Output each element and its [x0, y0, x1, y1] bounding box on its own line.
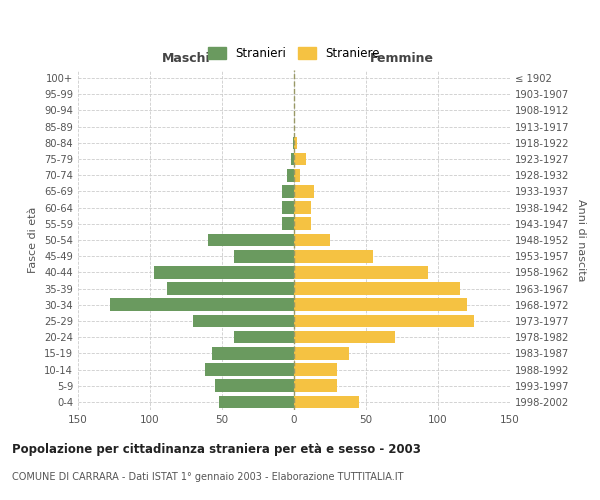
Bar — [205, 363, 294, 376]
Bar — [294, 396, 359, 408]
Bar — [291, 152, 294, 166]
Bar — [294, 185, 314, 198]
Bar — [219, 396, 294, 408]
Bar — [294, 266, 428, 278]
Bar — [294, 152, 305, 166]
Bar — [208, 234, 294, 246]
Bar — [294, 169, 300, 181]
Bar — [294, 347, 349, 360]
Bar — [110, 298, 294, 311]
Bar — [283, 218, 294, 230]
Y-axis label: Anni di nascita: Anni di nascita — [576, 198, 586, 281]
Bar — [294, 282, 460, 295]
Text: Maschi: Maschi — [161, 52, 211, 65]
Y-axis label: Fasce di età: Fasce di età — [28, 207, 38, 273]
Bar — [233, 250, 294, 262]
Bar — [294, 218, 311, 230]
Bar — [294, 136, 297, 149]
Text: Femmine: Femmine — [370, 52, 434, 65]
Bar — [283, 185, 294, 198]
Bar — [283, 202, 294, 214]
Bar — [294, 363, 337, 376]
Text: Popolazione per cittadinanza straniera per età e sesso - 2003: Popolazione per cittadinanza straniera p… — [12, 442, 421, 456]
Bar — [212, 347, 294, 360]
Bar — [294, 380, 337, 392]
Bar — [293, 136, 294, 149]
Bar — [294, 314, 474, 328]
Bar — [294, 250, 373, 262]
Bar — [294, 202, 311, 214]
Bar — [215, 380, 294, 392]
Text: COMUNE DI CARRARA - Dati ISTAT 1° gennaio 2003 - Elaborazione TUTTITALIA.IT: COMUNE DI CARRARA - Dati ISTAT 1° gennai… — [12, 472, 404, 482]
Bar — [233, 331, 294, 344]
Bar — [154, 266, 294, 278]
Bar — [193, 314, 294, 328]
Bar — [167, 282, 294, 295]
Bar — [287, 169, 294, 181]
Legend: Stranieri, Straniere: Stranieri, Straniere — [203, 42, 385, 64]
Bar — [294, 331, 395, 344]
Bar — [294, 298, 467, 311]
Bar — [294, 234, 330, 246]
